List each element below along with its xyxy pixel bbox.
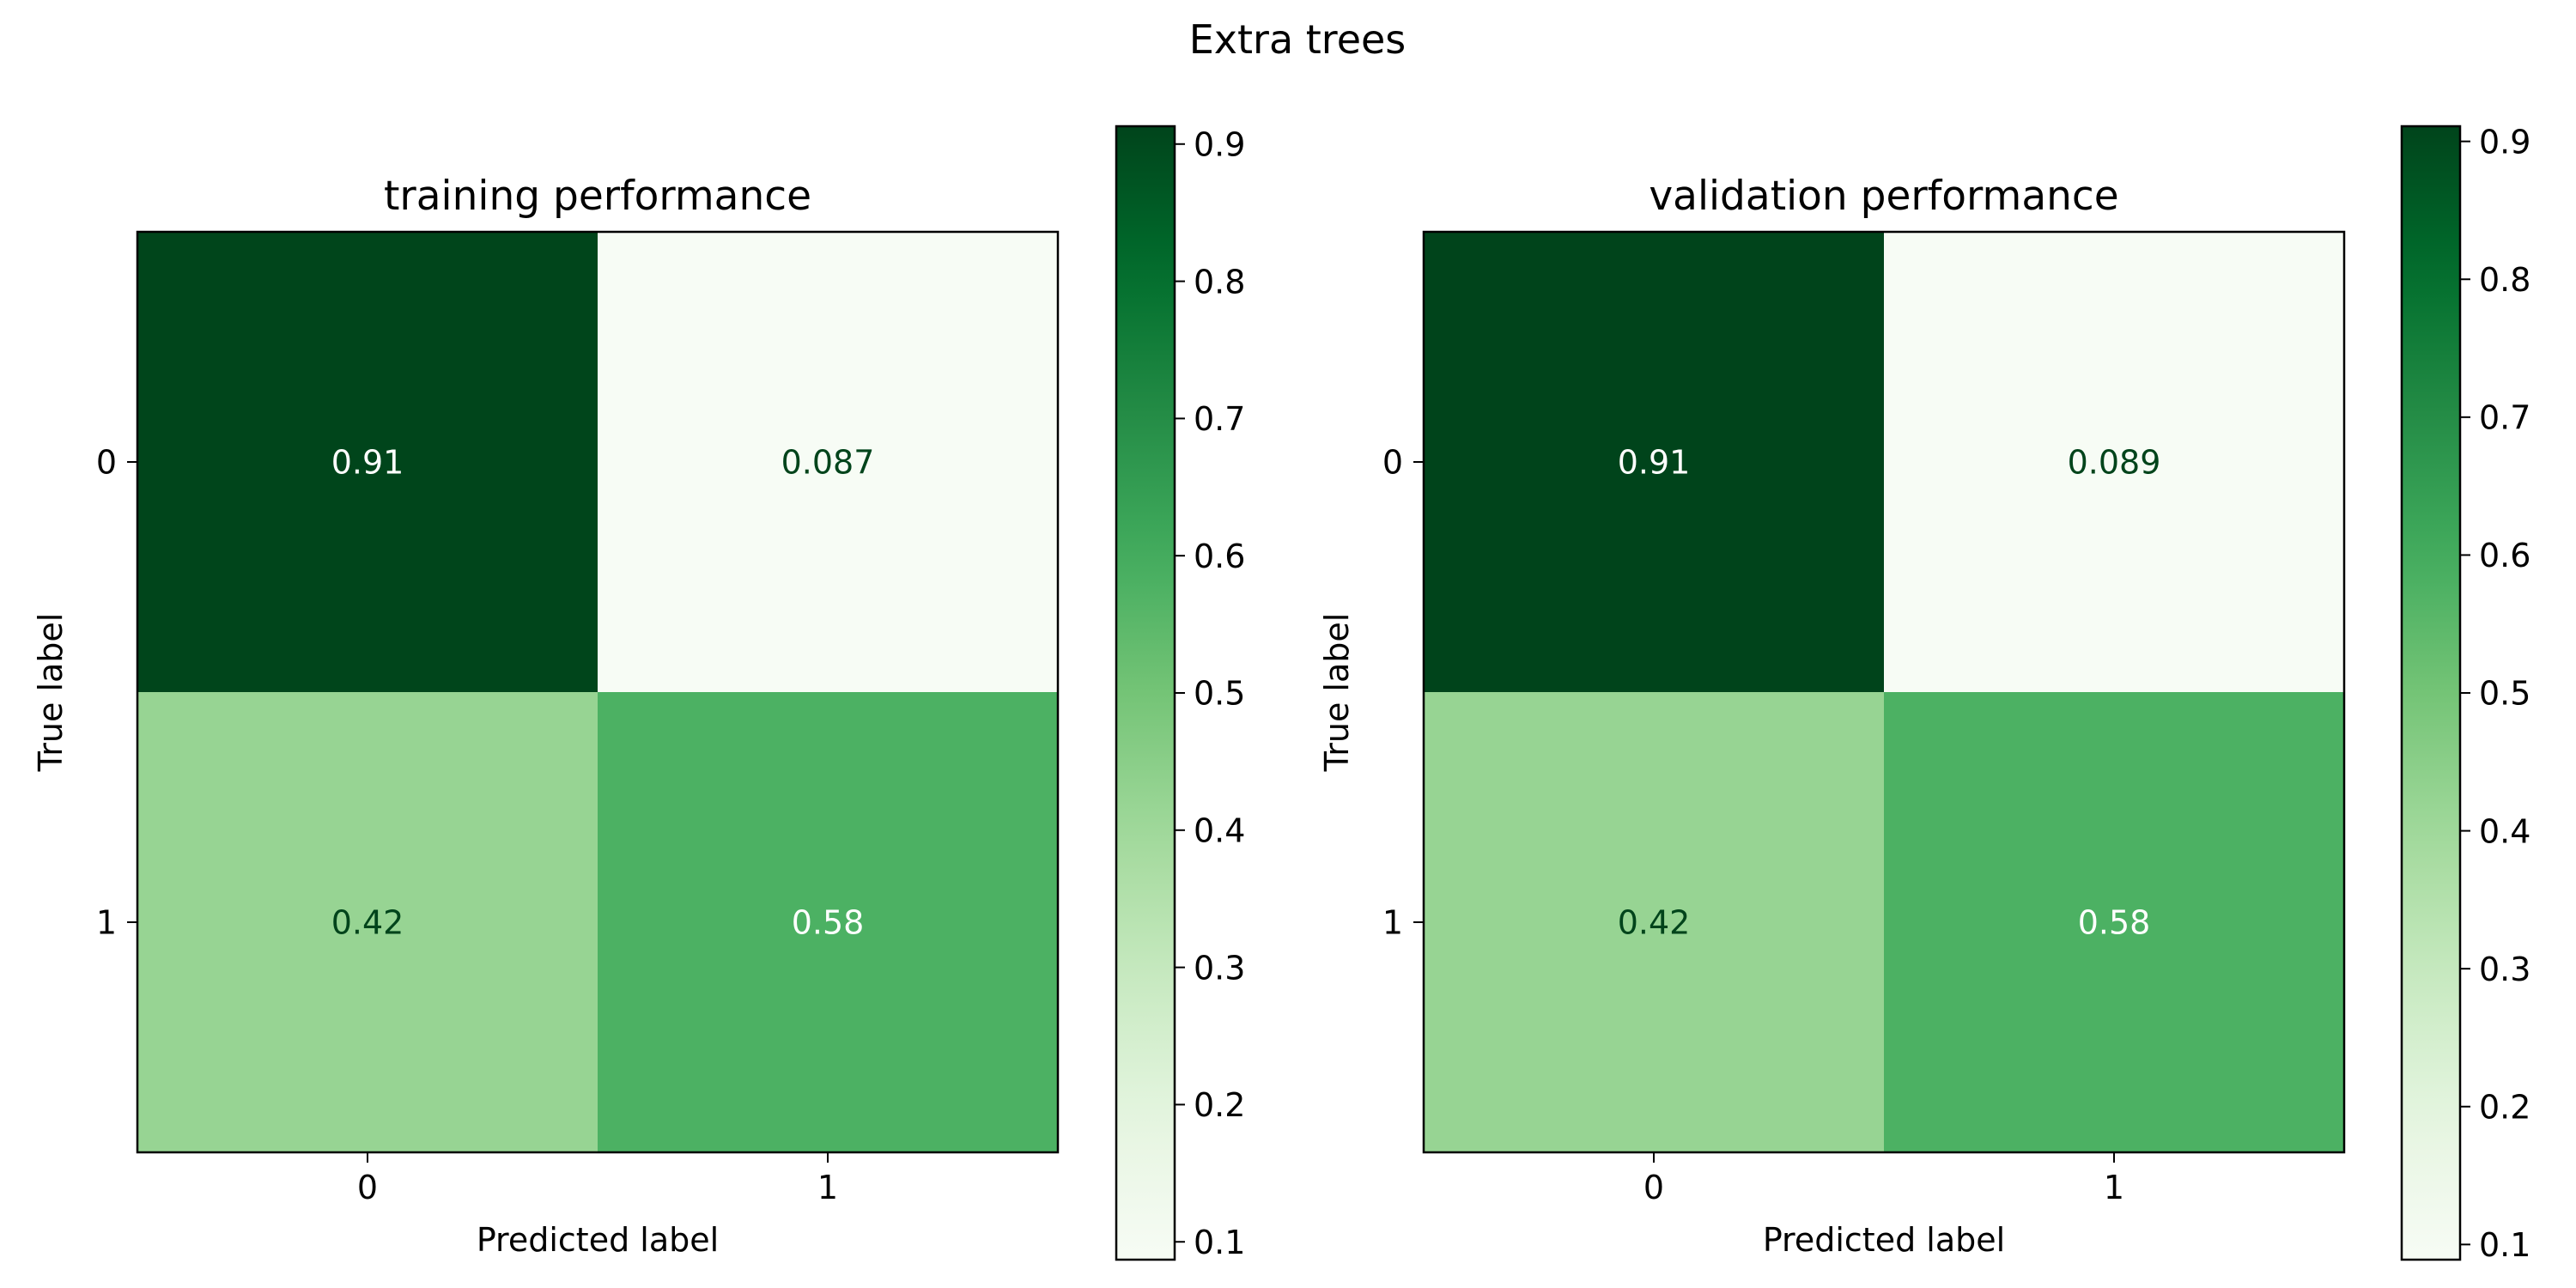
- colorbar-tick-label: 0.9: [1194, 125, 1245, 163]
- heatmap-cell: [137, 232, 598, 693]
- y-tick-label: 0: [1382, 444, 1403, 482]
- cell-value-label: 0.91: [331, 444, 404, 482]
- y-axis-label: True label: [1318, 613, 1356, 773]
- colorbar-tick-label: 0.5: [1194, 675, 1245, 713]
- x-tick-label: 0: [1643, 1169, 1664, 1206]
- x-tick-label: 0: [357, 1169, 378, 1206]
- cell-value-label: 0.91: [1618, 444, 1691, 482]
- colorbar-tick-label: 0.6: [1194, 538, 1245, 575]
- cell-value-label: 0.58: [2078, 904, 2151, 942]
- x-axis-label: Predicted label: [1763, 1221, 2005, 1259]
- colorbar-tick-label: 0.3: [2479, 951, 2530, 988]
- panel-title: training performance: [384, 173, 811, 220]
- colorbar-tick-label: 0.1: [2479, 1226, 2530, 1264]
- axes-frame: [136, 230, 1060, 1154]
- colorbar: [1116, 126, 1175, 1260]
- x-tick-label: 1: [817, 1169, 838, 1206]
- colorbar-tick-label: 0.9: [2479, 123, 2530, 161]
- cell-value-label: 0.089: [2068, 444, 2161, 482]
- cell-value-label: 0.42: [1618, 904, 1691, 942]
- x-axis-label: Predicted label: [477, 1221, 719, 1259]
- y-tick-label: 0: [96, 444, 117, 482]
- colorbar-tick-label: 0.3: [1194, 949, 1245, 987]
- axes-frame: [1422, 230, 2346, 1154]
- colorbar-tick-label: 0.2: [2479, 1088, 2530, 1126]
- colorbar-tick-label: 0.7: [2479, 399, 2530, 437]
- colorbar-tick-label: 0.6: [2479, 537, 2530, 574]
- y-tick-label: 1: [1382, 904, 1403, 942]
- colorbar-tick-label: 0.8: [2479, 261, 2530, 299]
- colorbar-tick-label: 0.1: [1194, 1224, 1245, 1261]
- heatmap-cell: [1424, 232, 1885, 693]
- cell-value-label: 0.42: [331, 904, 404, 942]
- y-tick-label: 1: [96, 904, 117, 942]
- heatmap-cell: [598, 232, 1059, 693]
- colorbar-tick-label: 0.7: [1194, 400, 1245, 438]
- heatmap-cell: [1424, 692, 1885, 1153]
- colorbar-tick-label: 0.4: [1194, 811, 1245, 849]
- panel-title: validation performance: [1649, 173, 2118, 220]
- cell-value-label: 0.087: [781, 444, 875, 482]
- figure-title: Extra trees: [1189, 16, 1406, 63]
- heatmap-cell: [1884, 692, 2345, 1153]
- colorbar-tick-label: 0.2: [1194, 1086, 1245, 1124]
- colorbar-tick-label: 0.8: [1194, 263, 1245, 301]
- heatmap-cell: [598, 692, 1059, 1153]
- heatmap-cell: [137, 692, 598, 1153]
- cell-value-label: 0.58: [792, 904, 865, 942]
- y-axis-label: True label: [32, 613, 70, 773]
- colorbar-tick-label: 0.5: [2479, 675, 2530, 713]
- colorbar: [2402, 126, 2460, 1260]
- heatmap-cell: [1884, 232, 2345, 693]
- colorbar-tick-label: 0.4: [2479, 812, 2530, 850]
- x-tick-label: 1: [2104, 1169, 2124, 1206]
